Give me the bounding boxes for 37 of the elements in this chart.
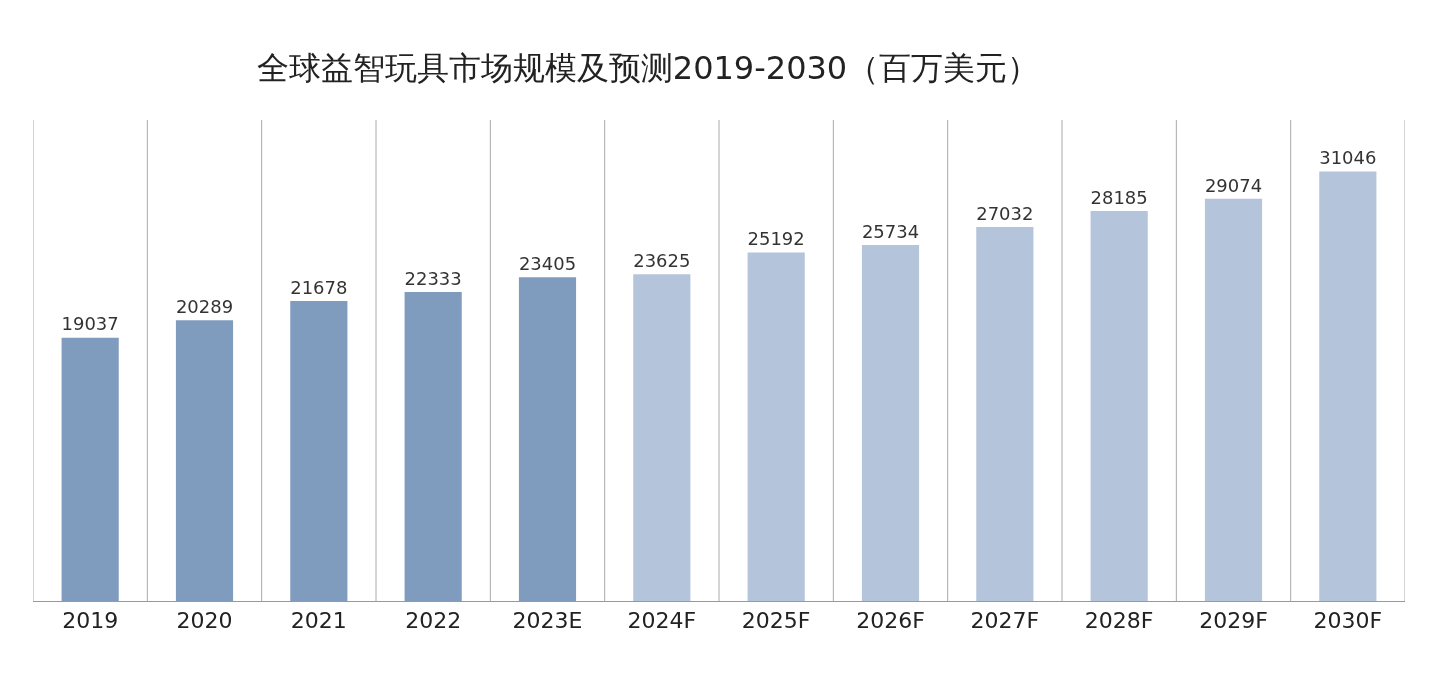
bar	[1204, 198, 1263, 601]
data-label: 25734	[861, 220, 920, 242]
x-tick-label: 2030F	[1313, 608, 1383, 634]
data-label: 23625	[633, 249, 691, 271]
data-label: 19037	[61, 313, 119, 335]
bar	[290, 301, 348, 601]
data-label: 27032	[976, 202, 1034, 224]
data-label: 31046	[1319, 147, 1377, 169]
x-tick-label: 2022	[405, 608, 462, 634]
data-label: 23405	[518, 252, 577, 274]
x-tick-label: 2027F	[970, 608, 1040, 634]
data-label: 28185	[1090, 186, 1148, 208]
bar	[518, 277, 577, 601]
x-tick-label: 2021	[290, 608, 347, 634]
x-tick-label: 2025F	[741, 608, 811, 634]
data-label: 22333	[404, 267, 462, 289]
x-tick-label: 2028F	[1084, 608, 1154, 634]
chart-title: 全球益智玩具市场规模及预测2019-2030（百万美元）	[256, 49, 1040, 88]
x-tick-label: 2023E	[512, 608, 583, 634]
data-label: 20289	[175, 296, 234, 318]
bar	[633, 274, 691, 601]
x-tick-label: 2029F	[1199, 608, 1268, 634]
data-label: 21678	[290, 276, 348, 298]
x-tick-label: 2020	[176, 608, 233, 634]
x-tick-label: 2024F	[627, 608, 697, 634]
data-label: 25192	[747, 228, 805, 250]
bar	[1090, 211, 1148, 601]
bar	[175, 320, 234, 601]
bar	[976, 227, 1034, 601]
bar	[1319, 171, 1377, 601]
x-tick-label: 2019	[62, 608, 119, 634]
data-label: 29074	[1204, 174, 1263, 196]
bar	[747, 252, 805, 601]
bar	[61, 337, 119, 601]
x-tick-label: 2026F	[856, 608, 925, 634]
bar	[404, 292, 462, 601]
bar	[861, 245, 920, 601]
